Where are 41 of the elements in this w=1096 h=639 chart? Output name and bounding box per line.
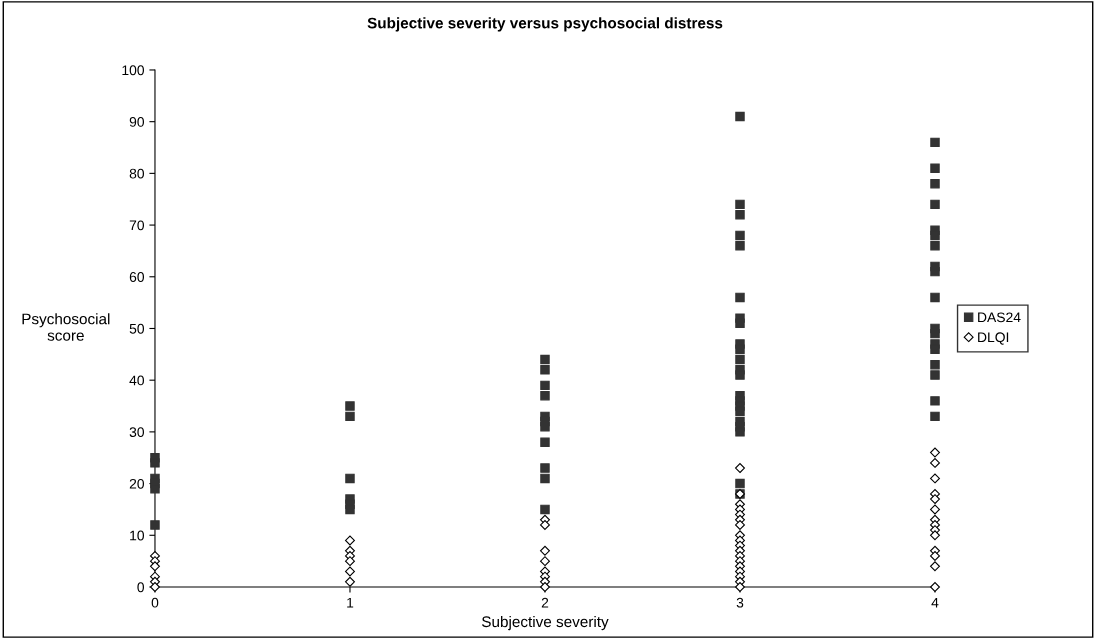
- point: [930, 550, 940, 561]
- y-tick-label: 100: [122, 65, 145, 76]
- point: [540, 519, 550, 530]
- point: [735, 463, 745, 474]
- y-tick-label: 40: [129, 375, 145, 386]
- point: [930, 530, 940, 541]
- y-tick-label: 10: [130, 530, 145, 541]
- point: [345, 535, 355, 546]
- y-axis-title: Psychosocial score: [22, 313, 110, 341]
- chart-title: Subjective severity versus psychosocial distress: [367, 17, 723, 32]
- x-tick-label: 1: [347, 597, 354, 608]
- point: [735, 519, 745, 530]
- point: [930, 561, 940, 572]
- point: [540, 582, 550, 592]
- x-tick-label: 3: [736, 597, 744, 608]
- x-tick-label: 4: [931, 597, 939, 608]
- y-tick-label: 70: [129, 220, 145, 231]
- point: [540, 545, 550, 556]
- point: [150, 561, 160, 572]
- point: [930, 473, 940, 484]
- x-tick-label: 2: [541, 597, 549, 608]
- point: [930, 457, 940, 468]
- point: [345, 566, 355, 577]
- point: [540, 556, 550, 567]
- y-tick-label: 30: [129, 427, 145, 438]
- y-tick-label: 60: [129, 272, 145, 282]
- legend-label: DLQI: [978, 332, 1009, 345]
- legend-label: DAS24: [978, 312, 1021, 323]
- point: [345, 556, 355, 567]
- x-tick-label: 0: [151, 597, 159, 608]
- y-tick-label: 0: [137, 582, 145, 593]
- x-axis-title: Subjective severity: [482, 615, 609, 631]
- point: [735, 582, 745, 592]
- y-tick-label: 90: [129, 117, 145, 127]
- y-tick-label: 50: [129, 323, 145, 334]
- point: [930, 447, 940, 458]
- point: [930, 494, 940, 505]
- point: [930, 504, 940, 515]
- point: [345, 576, 355, 587]
- y-tick-label: 20: [129, 478, 145, 489]
- y-tick-label: 80: [129, 168, 145, 179]
